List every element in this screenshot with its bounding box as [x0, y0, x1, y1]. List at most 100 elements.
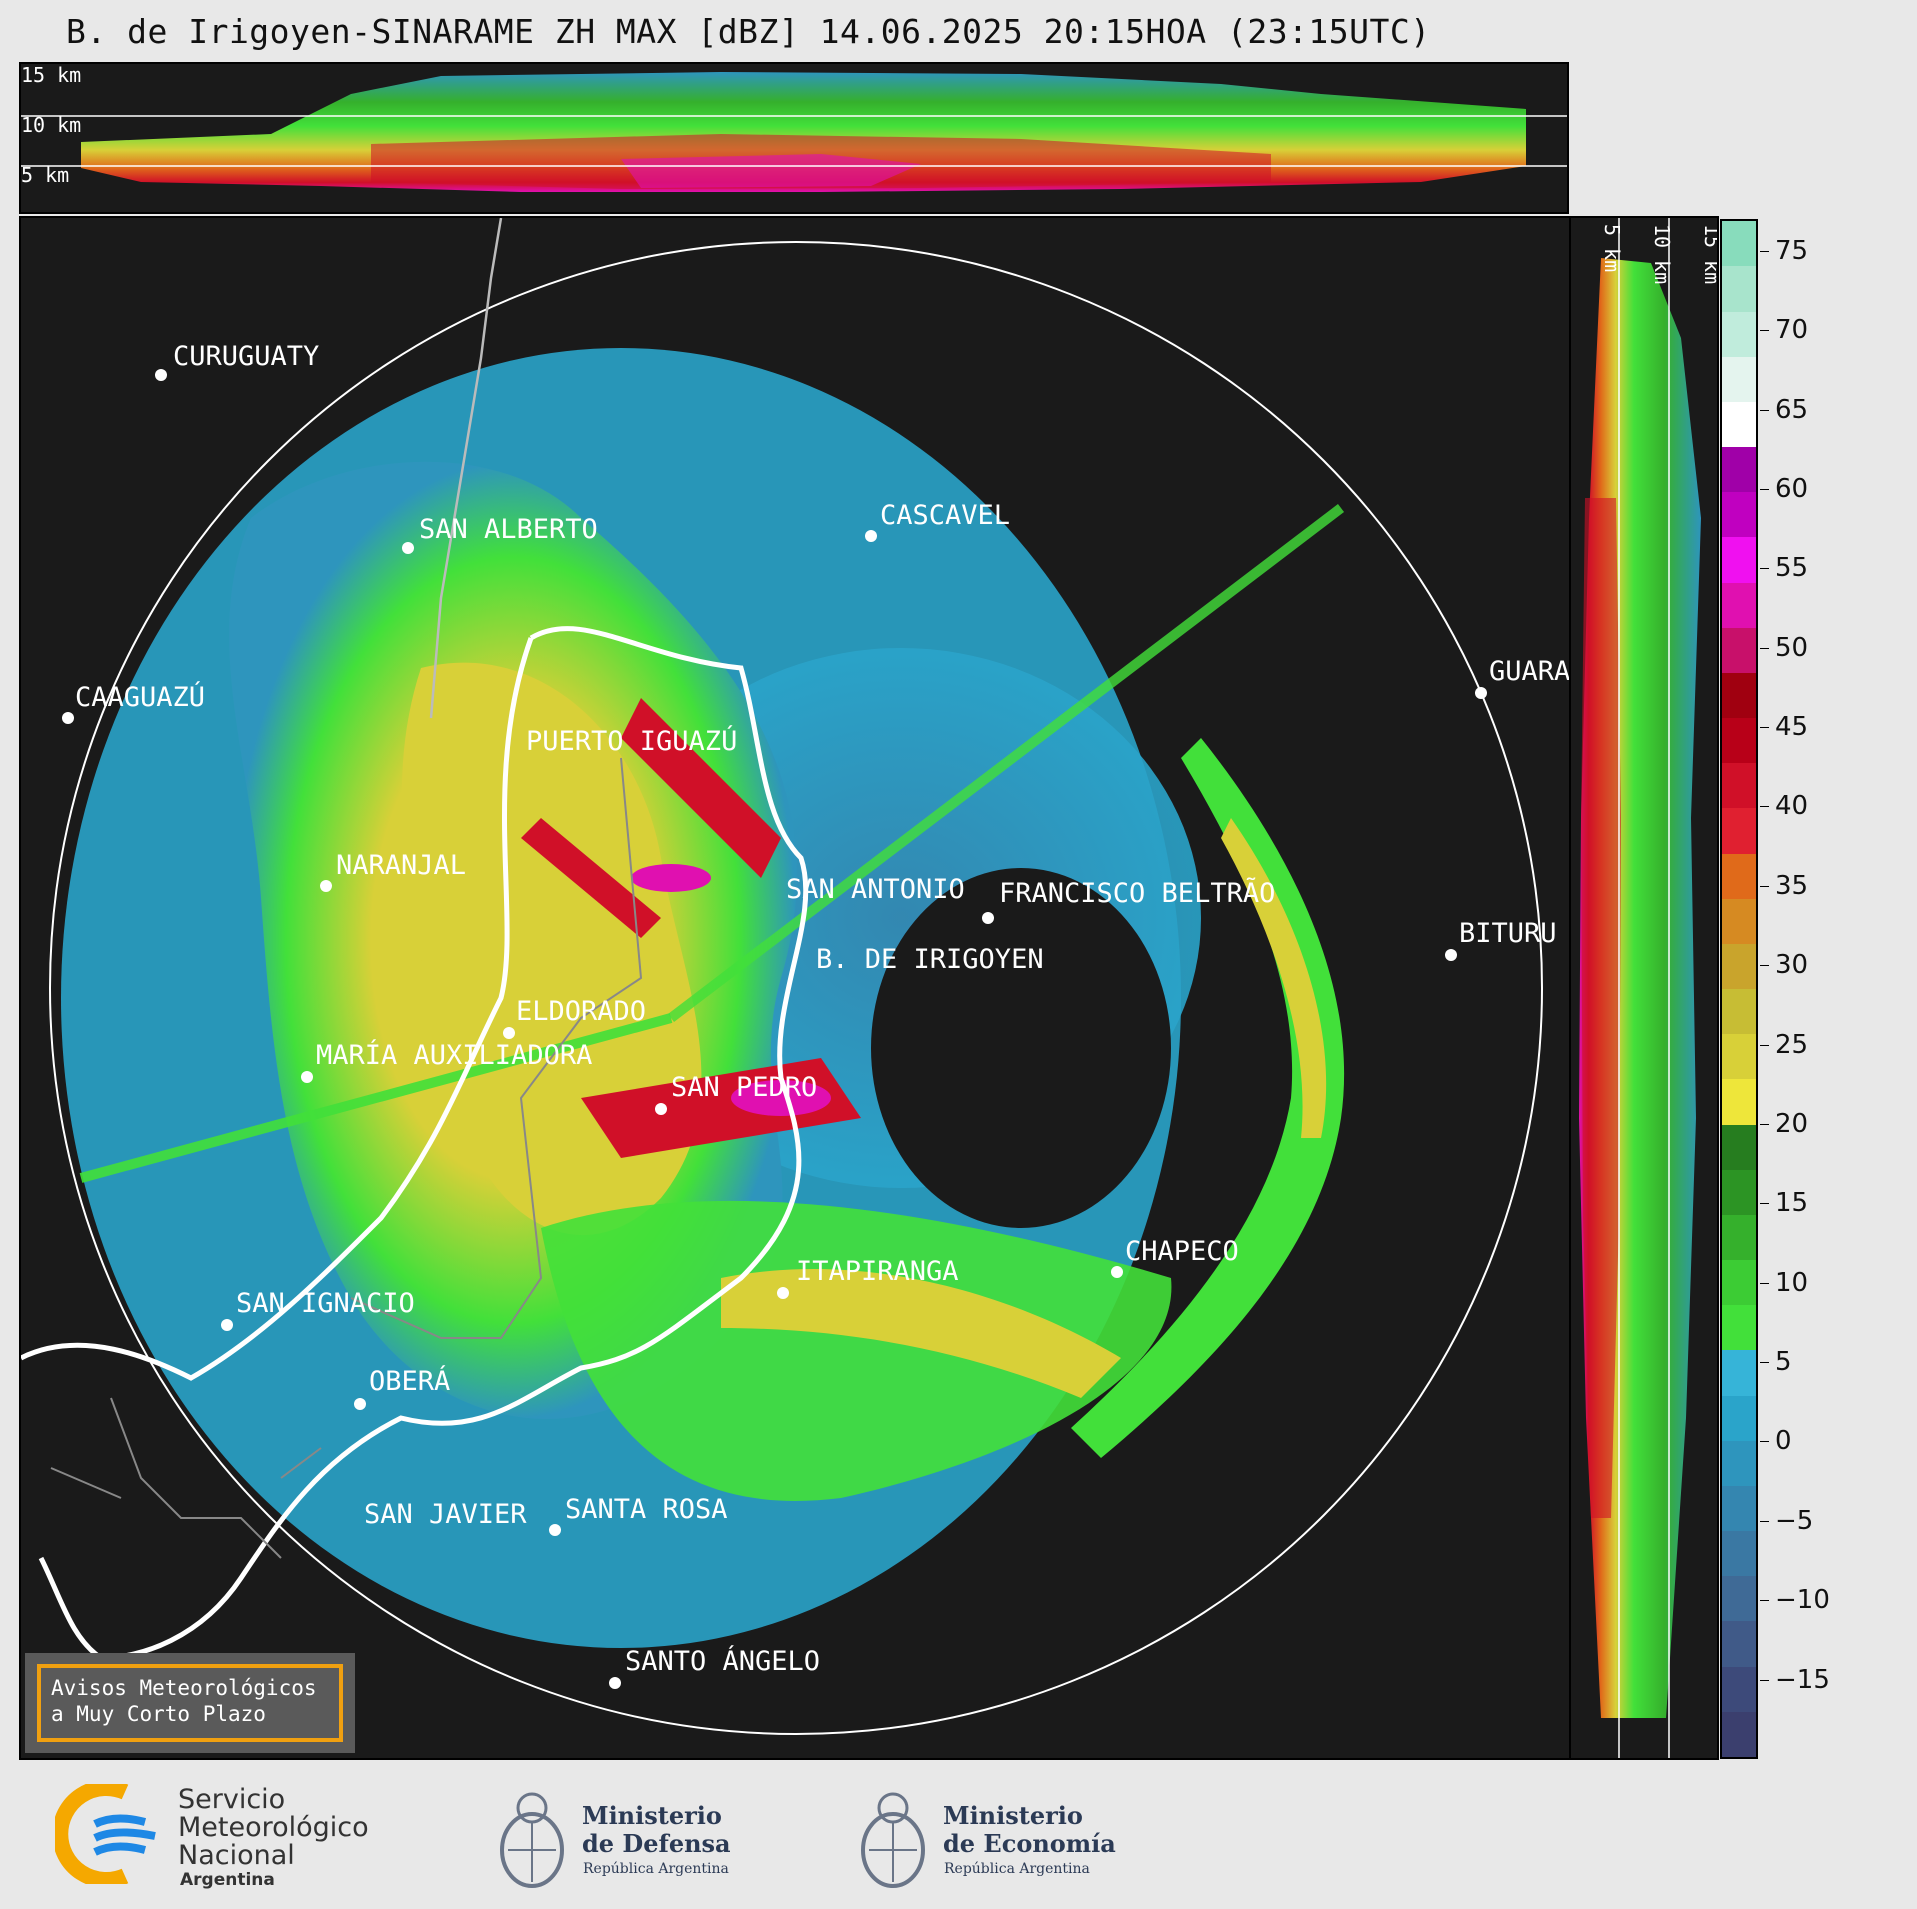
colorbar-tick — [1760, 806, 1769, 808]
colorbar-tick-label: 25 — [1775, 1029, 1809, 1060]
city-dot-caaguazu[interactable] — [62, 712, 74, 724]
city-dot-san-pedro[interactable] — [655, 1103, 667, 1115]
colorbar-segment — [1722, 989, 1756, 1035]
colorbar-segment — [1722, 1576, 1756, 1622]
department-borders-sw — [50, 1397, 322, 1559]
city-dot-eldorado[interactable] — [503, 1027, 515, 1039]
colorbar-segment — [1722, 447, 1756, 493]
colorbar-segment — [1722, 1305, 1756, 1351]
side-label-10km: 10 km — [1650, 224, 1674, 284]
echo-magenta-core-2 — [731, 1080, 831, 1116]
colorbar-tick-label: 60 — [1775, 473, 1809, 504]
notice-box-border — [37, 1664, 343, 1742]
colorbar-tick — [1760, 1282, 1769, 1284]
colorbar-tick-label: 15 — [1775, 1188, 1809, 1219]
colorbar-tick-label: 5 — [1775, 1347, 1792, 1378]
colorbar-segment — [1722, 763, 1756, 809]
city-label-san-javier: SAN JAVIER — [364, 1499, 527, 1530]
echo-spoke-ne — [667, 504, 1345, 1022]
border-line-west — [21, 637, 534, 1381]
colorbar-tick-label: 65 — [1775, 394, 1809, 425]
colorbar-tick — [1760, 1203, 1769, 1205]
colorbar-segment — [1722, 1440, 1756, 1486]
city-dot-santo-angelo[interactable] — [609, 1677, 621, 1689]
colorbar-tick-label: 20 — [1775, 1108, 1809, 1139]
colorbar-tick — [1760, 250, 1769, 252]
side-echo-core — [1581, 498, 1621, 1518]
colorbar-segment — [1722, 401, 1756, 448]
colorbar-tick-label: 35 — [1775, 870, 1809, 901]
colorbar-segment — [1722, 1395, 1756, 1441]
city-dot-guara[interactable] — [1475, 687, 1487, 699]
defensa-line-1: Ministerio — [582, 1801, 722, 1830]
city-label-cascavel: CASCAVEL — [880, 500, 1010, 531]
colorbar-segment — [1722, 266, 1756, 312]
city-dot-san-alberto[interactable] — [402, 542, 414, 554]
city-label-naranjal: NARANJAL — [336, 850, 466, 881]
colorbar-segment — [1722, 1531, 1756, 1577]
city-label-chapeco: CHAPECO — [1125, 1236, 1239, 1267]
echo-eastern-line-core — [1221, 818, 1327, 1138]
city-dot-chapeco[interactable] — [1111, 1266, 1123, 1278]
range-ring — [49, 241, 1543, 1735]
city-dot-santa-rosa[interactable] — [549, 1524, 561, 1536]
colorbar-tick — [1760, 409, 1769, 411]
economia-emblem-icon — [861, 1792, 925, 1888]
colorbar-segment — [1722, 627, 1756, 673]
top-label-10km: 10 km — [21, 113, 81, 137]
city-dot-cascavel[interactable] — [865, 530, 877, 542]
colorbar-segment — [1722, 718, 1756, 764]
echo-southern-yellow — [721, 1269, 1121, 1398]
city-label-san-antonio: SAN ANTONIO — [786, 874, 965, 905]
colorbar-tick — [1760, 727, 1769, 729]
colorbar-tick-label: −10 — [1775, 1585, 1830, 1616]
city-dot-francisco-beltrao[interactable] — [982, 912, 994, 924]
colorbar-segment — [1722, 356, 1756, 402]
map-title: B. de Irigoyen-SINARAME ZH MAX [dBZ] 14.… — [66, 12, 1431, 51]
colorbar-segment — [1722, 1485, 1756, 1532]
city-dot-bituru[interactable] — [1445, 949, 1457, 961]
city-dot-curuguaty[interactable] — [155, 369, 167, 381]
city-label-eldorado: ELDORADO — [516, 996, 646, 1027]
colorbar-tick — [1760, 965, 1769, 967]
colorbar — [1720, 219, 1758, 1759]
echo-magenta-core-1 — [631, 864, 711, 892]
city-dot-obera[interactable] — [354, 1398, 366, 1410]
city-dot-itapiranga[interactable] — [777, 1287, 789, 1299]
city-label-guara: GUARA — [1489, 656, 1570, 687]
smn-line-1: Servicio — [178, 1784, 286, 1815]
colorbar-segment — [1722, 1034, 1756, 1080]
colorbar-segment — [1722, 808, 1756, 854]
colorbar-tick — [1760, 1600, 1769, 1602]
colorbar-segment — [1722, 853, 1756, 899]
smn-line-4: Argentina — [180, 1870, 275, 1890]
colorbar-segment — [1722, 221, 1756, 267]
city-label-santa-rosa: SANTA ROSA — [565, 1494, 728, 1525]
defensa-line-2: de Defensa — [582, 1829, 731, 1858]
top-label-5km: 5 km — [21, 163, 69, 187]
city-label-caaguazu: CAAGUAZÚ — [75, 681, 205, 713]
colorbar-tick — [1760, 330, 1769, 332]
top-cross-section: 15 km 10 km 5 km — [19, 62, 1569, 214]
colorbar-tick-label: 45 — [1775, 712, 1809, 743]
colorbar-tick-label: 75 — [1775, 235, 1809, 266]
colorbar-segment — [1722, 1350, 1756, 1396]
city-dot-maria-auxiliadora[interactable] — [301, 1071, 313, 1083]
top-cross-section-plot: 15 km 10 km 5 km — [21, 64, 1567, 192]
echo-spoke-w — [79, 1013, 673, 1183]
side-cross-section: 5 km 10 km 15 km — [1569, 216, 1719, 1760]
colorbar-segment — [1722, 1169, 1756, 1215]
colorbar-segment — [1722, 1711, 1756, 1757]
colorbar-tick — [1760, 1044, 1769, 1046]
colorbar-segment — [1722, 537, 1756, 583]
colorbar-segment — [1722, 1079, 1756, 1125]
colorbar-tick-label: −15 — [1775, 1664, 1830, 1695]
city-dot-naranjal[interactable] — [320, 880, 332, 892]
city-label-itapiranga: ITAPIRANGA — [796, 1256, 959, 1287]
city-dot-san-ignacio[interactable] — [221, 1319, 233, 1331]
echo-red-core-1 — [621, 698, 781, 878]
colorbar-tick-label: 55 — [1775, 553, 1809, 584]
colorbar-segment — [1722, 492, 1756, 538]
colorbar-tick — [1760, 568, 1769, 570]
radar-map[interactable]: CURUGUATY SAN ALBERTO CASCAVEL CAAGUAZÚ … — [19, 216, 1571, 1760]
